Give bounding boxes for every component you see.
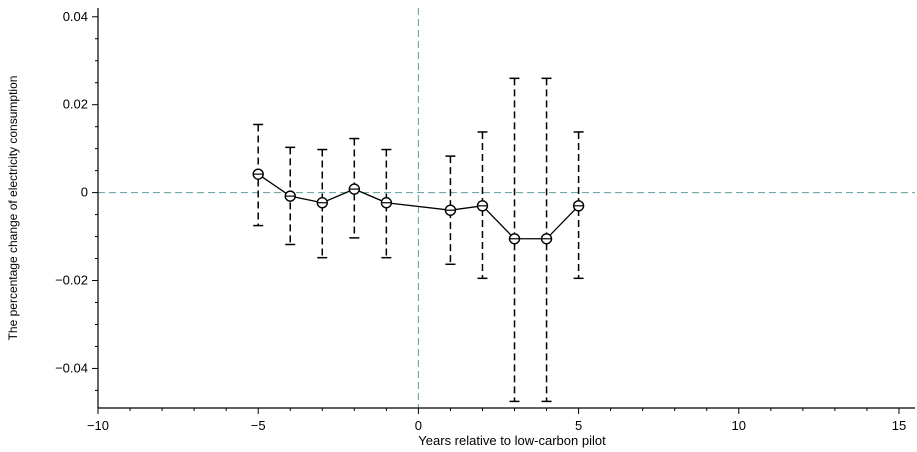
y-axis-title: The percentage change of electricity con…	[6, 76, 20, 341]
x-axis-title: Years relative to low-carbon pilot	[418, 433, 606, 448]
x-tick-label: 5	[575, 418, 582, 433]
estimate-points	[252, 168, 585, 245]
x-tick-label: 15	[892, 418, 906, 433]
reference-lines	[98, 8, 915, 408]
y-tick-label: 0.02	[63, 97, 88, 112]
x-tick-label: −5	[251, 418, 266, 433]
y-tick-label: 0.04	[63, 9, 88, 24]
y-axis-ticks: 0.04 0.02 0 −0.02 −0.04	[55, 9, 98, 391]
x-tick-label: 10	[732, 418, 746, 433]
x-tick-label: 0	[415, 418, 422, 433]
estimate-line	[257, 173, 580, 240]
axes	[97, 8, 915, 409]
estimate-connector-line	[257, 173, 580, 240]
x-tick-label: −10	[87, 418, 109, 433]
x-axis-ticks: −10 −5 0 5 10 15	[87, 408, 906, 433]
y-tick-label: −0.02	[55, 273, 88, 288]
y-tick-label: −0.04	[55, 360, 88, 375]
y-tick-label: 0	[81, 185, 88, 200]
